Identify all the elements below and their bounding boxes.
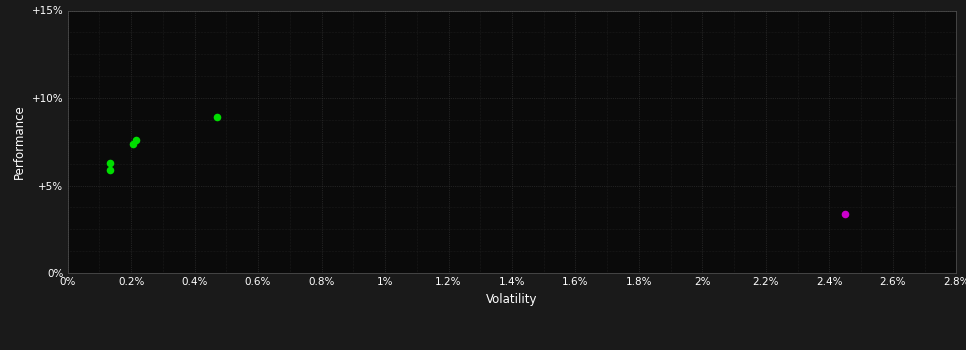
Point [102, 167, 118, 173]
Point [838, 211, 853, 216]
Point [102, 160, 118, 166]
Y-axis label: Performance: Performance [14, 104, 26, 179]
X-axis label: Volatility: Volatility [486, 293, 538, 306]
Point [125, 141, 140, 146]
Point [128, 137, 144, 143]
Point [209, 114, 224, 120]
